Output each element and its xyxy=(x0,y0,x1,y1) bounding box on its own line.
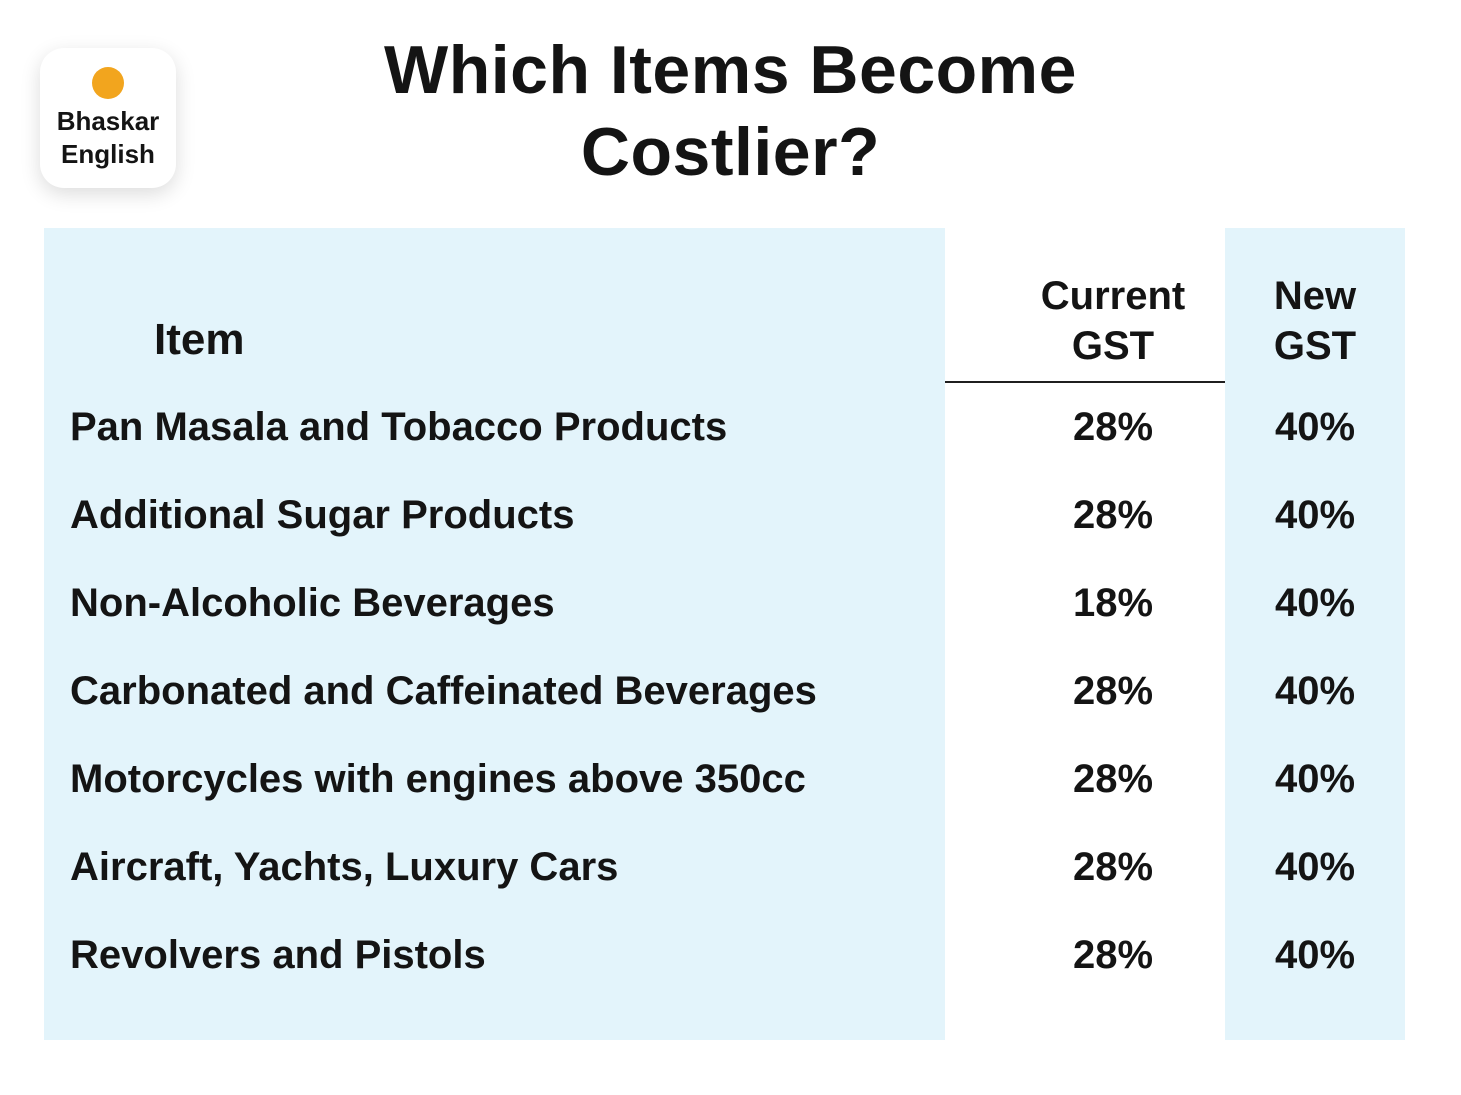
new-gst-column-bg xyxy=(1225,228,1405,1040)
table-row: Additional Sugar Products 28% 40% xyxy=(44,471,1405,559)
logo-line-1: Bhaskar xyxy=(56,106,160,137)
item-cell: Revolvers and Pistols xyxy=(70,932,486,977)
new-gst-cell: 40% xyxy=(1274,668,1356,713)
table-row: Pan Masala and Tobacco Products 28% 40% xyxy=(44,383,1405,471)
table-header-row: Item Current GST New GST xyxy=(44,228,1405,381)
item-cell: Pan Masala and Tobacco Products xyxy=(70,404,728,449)
header-new-gst: New GST xyxy=(1273,274,1357,368)
item-cell: Aircraft, Yachts, Luxury Cars xyxy=(70,844,619,889)
table-row: Non-Alcoholic Beverages 18% 40% xyxy=(44,559,1405,647)
current-gst-cell: 28% xyxy=(1072,756,1154,801)
header-item: Item xyxy=(154,315,245,364)
new-gst-cell: 40% xyxy=(1274,844,1356,889)
item-cell: Carbonated and Caffeinated Beverages xyxy=(70,668,817,713)
logo-line-2: English xyxy=(61,138,155,169)
current-gst-cell: 18% xyxy=(1072,580,1154,625)
header-current-gst: Current GST xyxy=(1040,274,1186,368)
logo-dot-icon xyxy=(92,67,124,100)
new-gst-cell: 40% xyxy=(1274,932,1356,977)
current-gst-cell: 28% xyxy=(1072,844,1154,889)
new-gst-cell: 40% xyxy=(1274,404,1356,449)
new-gst-cell: 40% xyxy=(1274,492,1356,537)
item-cell: Additional Sugar Products xyxy=(70,492,575,537)
new-gst-cell: 40% xyxy=(1274,580,1356,625)
page-title: Which Items Become Costlier? xyxy=(0,30,1461,193)
gst-table: Item Current GST New GST Pan Masala and … xyxy=(44,228,1405,1040)
current-gst-cell: 28% xyxy=(1072,668,1154,713)
table-row: Revolvers and Pistols 28% 40% xyxy=(44,911,1405,999)
bhaskar-english-logo: Bhaskar English xyxy=(40,48,176,188)
item-cell: Motorcycles with engines above 350cc xyxy=(70,756,806,801)
current-gst-cell: 28% xyxy=(1072,932,1154,977)
current-gst-cell: 28% xyxy=(1072,492,1154,537)
item-cell: Non-Alcoholic Beverages xyxy=(70,580,555,625)
item-column-bg xyxy=(44,228,945,1040)
current-gst-cell: 28% xyxy=(1072,404,1154,449)
table-row: Motorcycles with engines above 350cc 28%… xyxy=(44,735,1405,823)
new-gst-cell: 40% xyxy=(1274,756,1356,801)
table-row: Carbonated and Caffeinated Beverages 28%… xyxy=(44,647,1405,735)
page-title-text: Which Items Become Costlier? xyxy=(384,32,1077,190)
table-row: Aircraft, Yachts, Luxury Cars 28% 40% xyxy=(44,823,1405,911)
